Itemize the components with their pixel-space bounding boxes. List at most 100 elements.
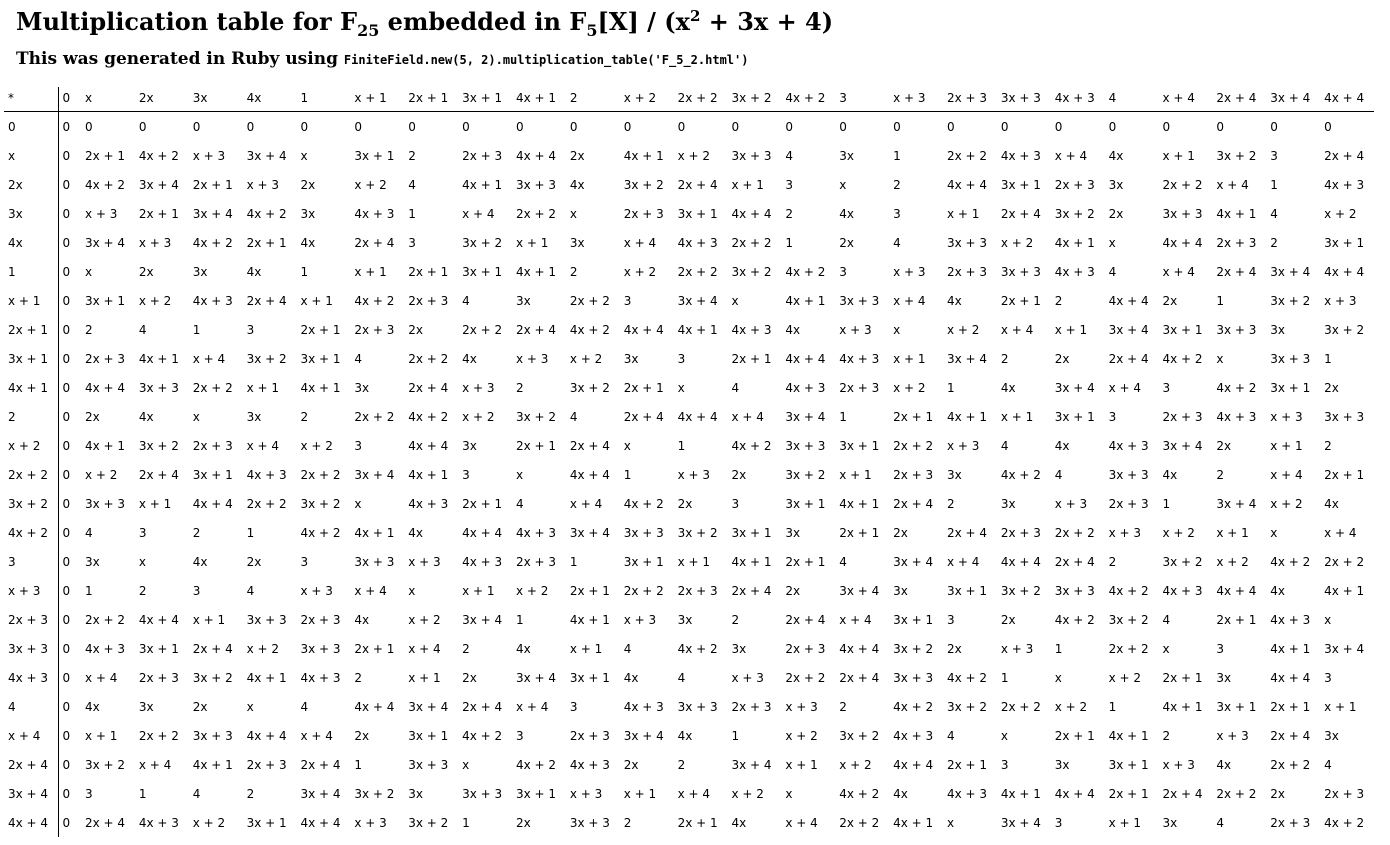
- table-cell: 4x + 1: [1108, 728, 1149, 743]
- table-cell: 4x: [138, 409, 154, 424]
- table-cell: x + 3: [1162, 757, 1195, 772]
- table-cell: 4x + 4: [408, 438, 449, 453]
- table-cell: 4x: [893, 786, 908, 801]
- table-cell: 4x: [839, 206, 854, 221]
- table-cell: x + 4: [1324, 525, 1357, 540]
- table-cell: 0: [62, 264, 71, 279]
- table-cell: 3x + 1: [1216, 699, 1257, 714]
- table-cell: x + 3: [677, 467, 711, 482]
- table-cell: 3x + 3: [1216, 322, 1257, 337]
- table-cell: 2: [947, 496, 955, 511]
- table-cell: x + 1: [138, 496, 172, 511]
- table-cell: x + 1: [462, 583, 495, 598]
- column-header: 3x + 2: [727, 87, 782, 112]
- table-cell: x + 2: [1270, 496, 1303, 511]
- table-cell: 0: [62, 409, 71, 424]
- table-cell: 4x + 3: [1216, 409, 1257, 424]
- table-cell: 3x + 3: [947, 235, 988, 250]
- table-cell: 2x + 1: [569, 583, 610, 598]
- table-cell: 4: [677, 670, 686, 685]
- table-cell: 2x + 1: [462, 496, 503, 511]
- table-cell: 2x + 2: [192, 380, 233, 395]
- table-cell: x: [947, 815, 955, 830]
- table-cell: 3x + 1: [1162, 322, 1203, 337]
- table-cell: 3x + 3: [1270, 351, 1311, 366]
- table-cell: 1: [1216, 293, 1225, 308]
- table-cell: 2x + 1: [677, 815, 718, 830]
- table-cell: 2x + 2: [408, 351, 449, 366]
- table-cell: 3x + 3: [839, 293, 880, 308]
- table-cell: 2x + 4: [1270, 728, 1311, 743]
- table-cell: 2: [354, 670, 363, 685]
- table-cell: 1: [893, 148, 901, 163]
- table-cell: 2: [1162, 728, 1171, 743]
- table-cell: 3x + 2: [1054, 206, 1095, 221]
- table-cell: 4x + 3: [569, 757, 610, 772]
- table-cell: x + 3: [85, 206, 118, 221]
- table-cell: x + 4: [677, 786, 711, 801]
- table-cell: x: [731, 293, 739, 308]
- table-cell: 4x + 2: [300, 525, 341, 540]
- table-cell: x + 2: [677, 148, 711, 163]
- table-cell: 2x + 4: [85, 815, 126, 830]
- table-cell: x + 1: [1108, 815, 1142, 830]
- table-cell: 4x + 2: [1216, 380, 1257, 395]
- table-cell: x + 4: [408, 641, 441, 656]
- table-cell: 3x + 4: [947, 351, 988, 366]
- row-header: 2x + 1: [4, 315, 59, 344]
- table-cell: 3x + 4: [408, 699, 449, 714]
- table-cell: x + 1: [1054, 322, 1088, 337]
- table-cell: 3x + 3: [731, 148, 772, 163]
- table-cell: 3x + 2: [1216, 148, 1257, 163]
- table-cell: 2x + 3: [354, 322, 395, 337]
- table-cell: x: [300, 148, 308, 163]
- table-cell: 3: [1000, 757, 1009, 772]
- row-header: 3x: [4, 199, 59, 228]
- table-cell: 1: [569, 554, 578, 569]
- table-cell: 3x: [138, 699, 154, 714]
- table-cell: 4: [947, 728, 955, 743]
- table-cell: 4x + 2: [839, 786, 880, 801]
- table-cell: 0: [62, 380, 71, 395]
- table-cell: 4x: [354, 612, 370, 627]
- table-cell: 3x: [1108, 177, 1124, 192]
- table-cell: 3x + 4: [623, 728, 664, 743]
- table-cell: 0: [62, 235, 71, 250]
- table-cell: 4x: [408, 525, 423, 540]
- table-cell: 3x: [893, 583, 908, 598]
- table-cell: 2x + 2: [785, 670, 826, 685]
- table-cell: 2x + 2: [85, 612, 126, 627]
- table-cell: 2x + 3: [1216, 235, 1257, 250]
- subtitle-text: This was generated in Ruby using: [16, 49, 344, 69]
- table-cell: 3x: [1054, 757, 1070, 772]
- table-cell: 3x + 2: [677, 525, 718, 540]
- table-cell: 3x + 4: [785, 409, 826, 424]
- column-header: 4x + 1: [512, 87, 566, 112]
- table-cell: 2: [785, 206, 794, 221]
- table-cell: 2x + 4: [192, 641, 233, 656]
- table-cell: 4x + 2: [1054, 612, 1095, 627]
- table-cell: 2x + 3: [192, 438, 233, 453]
- table-cell: x + 3: [1270, 409, 1303, 424]
- table-cell: 3x: [569, 235, 585, 250]
- table-cell: 3x + 1: [677, 206, 718, 221]
- table-cell: 3x + 2: [354, 786, 395, 801]
- table-cell: 2x + 2: [354, 409, 395, 424]
- table-cell: 3x + 1: [408, 728, 449, 743]
- table-cell: 3x + 1: [1324, 235, 1365, 250]
- table-cell: x + 3: [731, 670, 764, 685]
- table-cell: 3x + 2: [408, 815, 449, 830]
- table-cell: 0: [677, 119, 686, 134]
- title-subscript-5: 5: [586, 21, 598, 40]
- table-cell: x + 1: [677, 554, 711, 569]
- table-cell: 3: [1108, 409, 1117, 424]
- table-cell: 4x + 2: [947, 670, 988, 685]
- table-cell: 3x + 4: [300, 786, 341, 801]
- row-header: 4x + 4: [4, 808, 59, 837]
- row-header: 2x + 3: [4, 605, 59, 634]
- table-cell: 4: [893, 235, 901, 250]
